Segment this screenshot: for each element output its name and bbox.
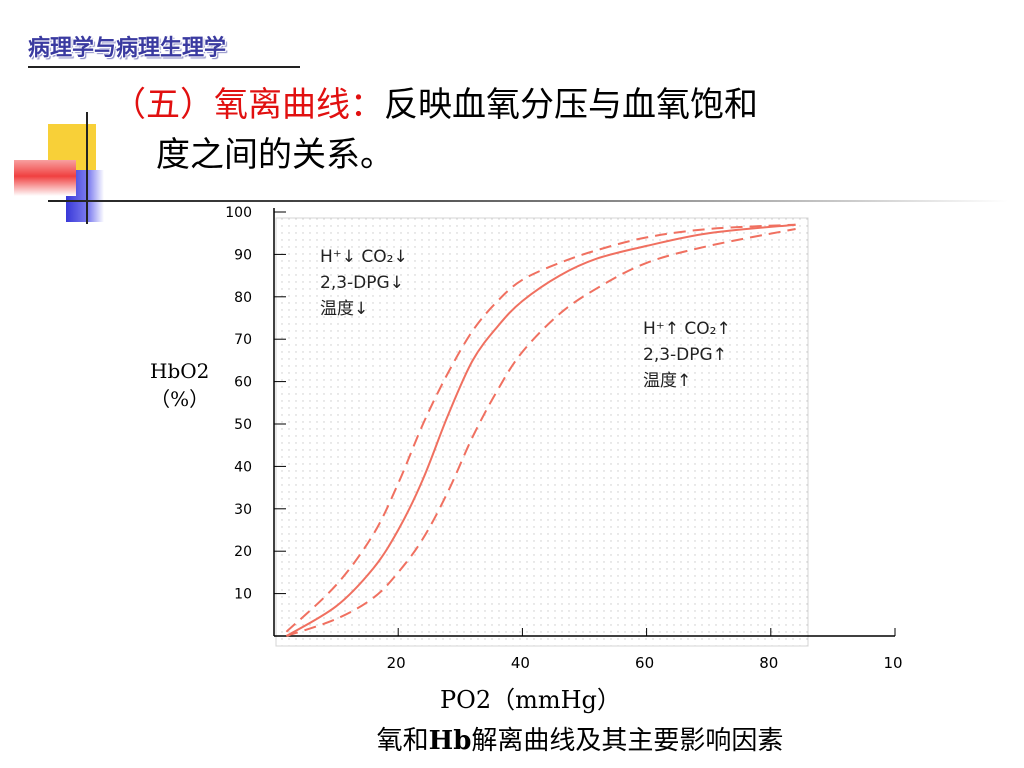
y-tick-label: 90 bbox=[234, 247, 252, 263]
decor-red-square bbox=[14, 160, 76, 196]
y-tick-label: 20 bbox=[234, 544, 252, 560]
caption-bold: Hb bbox=[428, 726, 472, 756]
caption-post: 解离曲线及其主要影响因素 bbox=[471, 726, 784, 756]
plot-area-background bbox=[275, 217, 809, 647]
x-tick-label: 80 bbox=[759, 654, 778, 672]
course-title: 病理学与病理生理学 bbox=[28, 36, 227, 61]
dashed-curve-0 bbox=[285, 223, 796, 633]
annotation-2-line-3: 温度↑ bbox=[643, 371, 691, 391]
x-tick-label: 60 bbox=[635, 654, 654, 672]
chart-caption: 氧和Hb解离曲线及其主要影响因素 bbox=[300, 720, 860, 757]
decor-horizontal-line bbox=[48, 200, 1008, 202]
decor-vertical-line bbox=[86, 112, 88, 224]
chart-axes: 100 90 80 70 60 50 40 30 20 10 20 40 60 80 10 bbox=[225, 205, 902, 672]
x-axis-label: PO2（mmHg） bbox=[440, 686, 621, 714]
y-tick-label: 10 bbox=[234, 587, 252, 603]
annotation-2-line-2: 2,3-DPG↑ bbox=[643, 345, 727, 365]
x-tick-label: 10 bbox=[883, 654, 902, 672]
y-axis-label-line2: （%） bbox=[150, 387, 210, 411]
annotation-1-line-1: H⁺↓ CO₂↓ bbox=[320, 247, 408, 267]
annotation-1-line-2: 2,3-DPG↓ bbox=[320, 273, 404, 293]
chart-series bbox=[285, 223, 796, 637]
annotation-1-line-3: 温度↓ bbox=[320, 299, 368, 319]
y-axis-label-line1: HbO2 bbox=[150, 359, 210, 383]
heading-line2: 度之间的关系。 bbox=[156, 135, 394, 175]
heading-line1: 反映血氧分压与血氧饱和 bbox=[384, 85, 758, 125]
y-tick-label: 40 bbox=[234, 459, 252, 475]
y-tick-label: 60 bbox=[234, 375, 252, 391]
y-tick-label: 30 bbox=[234, 502, 252, 518]
heading-prefix: （五）氧离曲线： bbox=[112, 85, 384, 125]
solid-curve bbox=[285, 223, 796, 637]
annotation-2-line-1: H⁺↑ CO₂↑ bbox=[643, 319, 731, 339]
course-title-underline bbox=[28, 66, 300, 68]
y-axis-label: HbO2 （%） bbox=[150, 357, 209, 413]
x-tick-label: 40 bbox=[511, 654, 530, 672]
dashed-curve-2 bbox=[286, 228, 796, 637]
y-tick-label: 50 bbox=[234, 417, 252, 433]
y-tick-label: 80 bbox=[234, 290, 252, 306]
slide-heading: （五）氧离曲线：反映血氧分压与血氧饱和 度之间的关系。 bbox=[112, 80, 992, 180]
caption-pre: 氧和 bbox=[376, 726, 429, 756]
y-tick-label: 100 bbox=[225, 205, 252, 221]
x-tick-label: 20 bbox=[387, 654, 406, 672]
chart-annotations: H⁺↓ CO₂↓ 2,3-DPG↓ 温度↓ H⁺↑ CO₂↑ 2,3-DPG↑ 温度↑ bbox=[320, 247, 731, 391]
y-tick-label: 70 bbox=[234, 332, 252, 348]
